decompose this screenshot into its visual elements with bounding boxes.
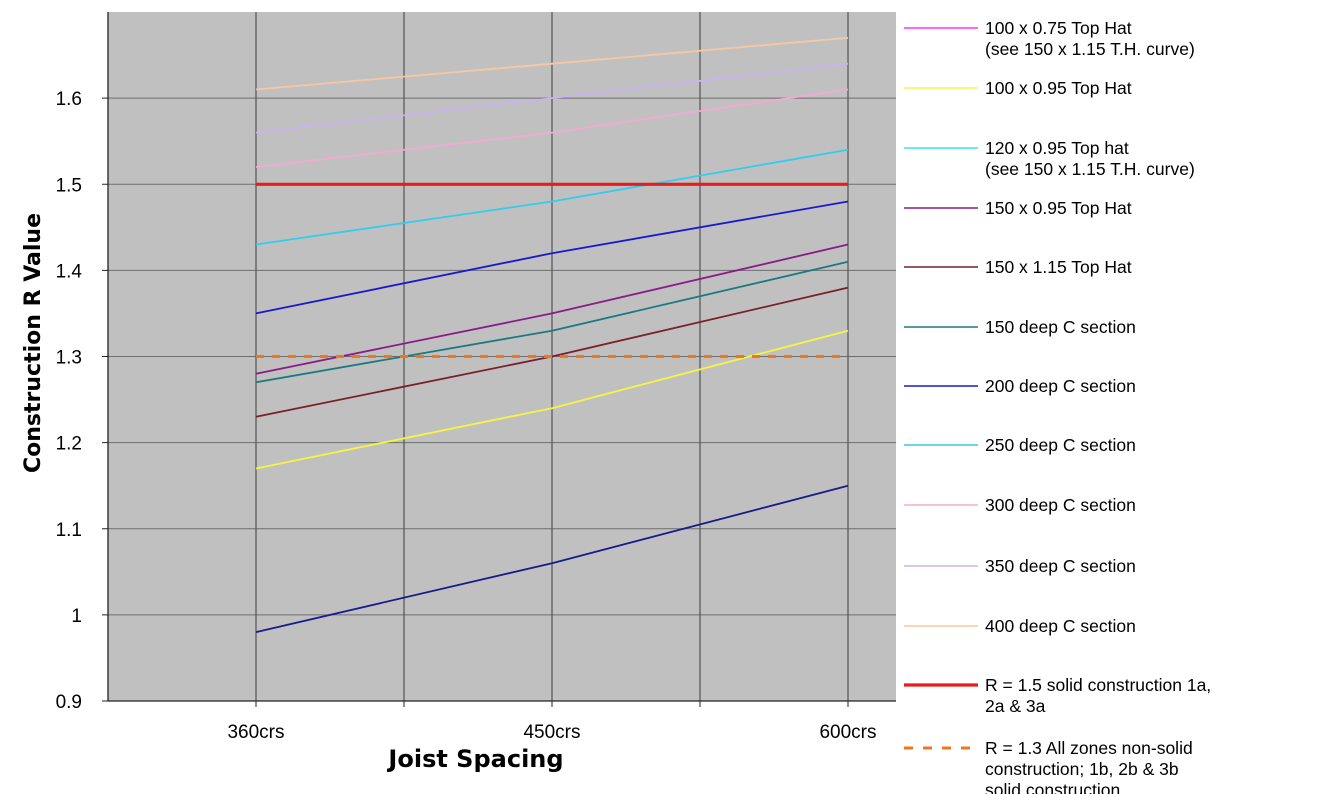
y-tick-label: 1.3 bbox=[56, 348, 82, 369]
legend-label: 200 deep C section bbox=[985, 376, 1136, 396]
legend-label: 2a & 3a bbox=[985, 696, 1046, 716]
x-axis-label: Joist Spacing bbox=[386, 745, 563, 773]
y-tick-label: 1.6 bbox=[56, 89, 82, 110]
legend-label: 150 x 1.15 Top Hat bbox=[985, 257, 1132, 277]
legend-label: 350 deep C section bbox=[985, 556, 1136, 576]
x-tick-label: 360crs bbox=[227, 722, 284, 743]
series-line bbox=[255, 243, 849, 375]
legend-label: R = 1.3 All zones non-solid bbox=[985, 738, 1193, 758]
series-line bbox=[255, 484, 849, 633]
y-tick-label: 0.9 bbox=[56, 692, 82, 713]
legend-label: R = 1.5 solid construction 1a, bbox=[985, 675, 1211, 695]
y-axis-label: Construction R Value bbox=[21, 213, 46, 473]
y-tick-label: 1.1 bbox=[56, 520, 82, 541]
legend: 100 x 0.75 Top Hat(see 150 x 1.15 T.H. c… bbox=[904, 18, 1211, 794]
series-line bbox=[255, 148, 849, 246]
series-line bbox=[255, 200, 849, 315]
series-line bbox=[255, 88, 849, 168]
legend-label: (see 150 x 1.15 T.H. curve) bbox=[985, 159, 1195, 179]
series-lines bbox=[255, 36, 849, 633]
legend-label: solid construction bbox=[985, 780, 1120, 794]
legend-label: 100 x 0.95 Top Hat bbox=[985, 78, 1132, 98]
y-tick-label: 1.5 bbox=[56, 175, 82, 196]
y-tick-label: 1.4 bbox=[56, 261, 83, 282]
legend-label: 120 x 0.95 Top hat bbox=[985, 138, 1129, 158]
x-axis-ticks: 360crs 450crs 600crs bbox=[227, 701, 877, 743]
x-tick-label: 600crs bbox=[819, 722, 876, 743]
legend-label: 150 x 0.95 Top Hat bbox=[985, 198, 1132, 218]
legend-label: 300 deep C section bbox=[985, 495, 1136, 515]
legend-label: 250 deep C section bbox=[985, 435, 1136, 455]
y-tick-label: 1 bbox=[71, 606, 82, 627]
x-tick-label: 450crs bbox=[523, 722, 580, 743]
y-tick-label: 1.2 bbox=[56, 434, 82, 455]
legend-label: 150 deep C section bbox=[985, 317, 1136, 337]
legend-label: construction; 1b, 2b & 3b bbox=[985, 759, 1179, 779]
series-line bbox=[255, 36, 849, 91]
series-line bbox=[255, 62, 849, 134]
series-line bbox=[255, 260, 849, 384]
legend-label: 400 deep C section bbox=[985, 616, 1136, 636]
legend-label: (see 150 x 1.15 T.H. curve) bbox=[985, 39, 1195, 59]
legend-label: 100 x 0.75 Top Hat bbox=[985, 18, 1132, 38]
y-axis-ticks: 0.9 1 1.1 1.2 1.3 1.4 1.5 1.6 bbox=[56, 89, 108, 713]
series-line bbox=[255, 329, 849, 470]
